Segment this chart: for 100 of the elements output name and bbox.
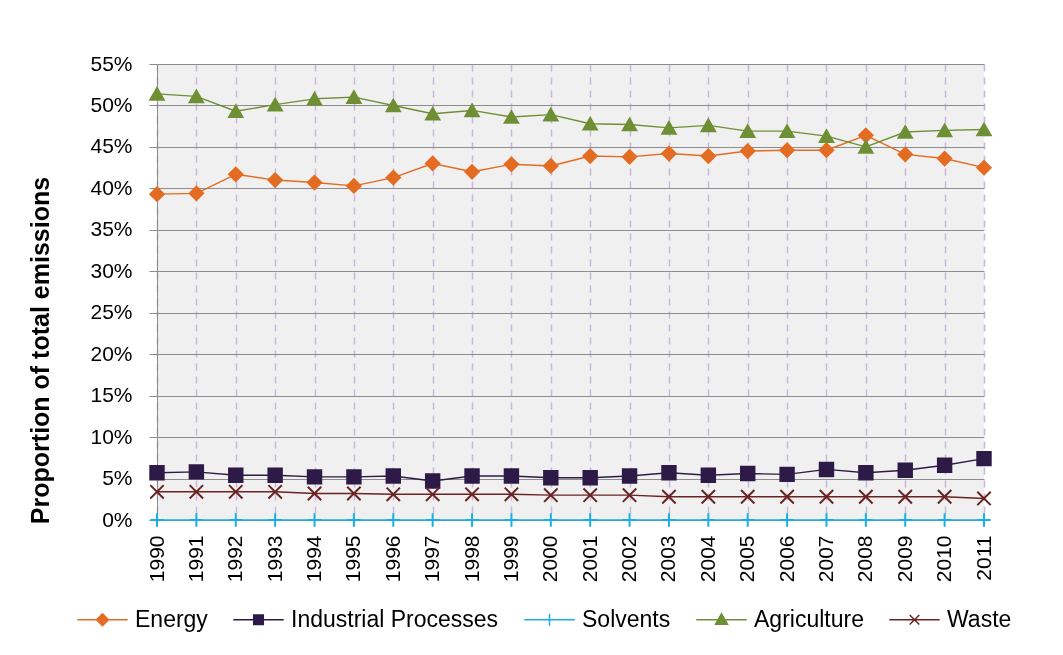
point [897, 462, 913, 478]
point [424, 486, 441, 503]
point [740, 465, 756, 482]
point [897, 125, 913, 139]
point [582, 512, 598, 528]
point [897, 512, 913, 528]
y-tick-label: 15% [90, 383, 133, 407]
legend-label: Waste [947, 605, 1012, 632]
point [149, 87, 165, 101]
point [818, 142, 835, 158]
point [976, 490, 992, 507]
point [858, 465, 874, 481]
point [385, 468, 401, 484]
y-tick-label: 35% [90, 217, 133, 241]
x-tick-label: 1995 [341, 535, 365, 583]
legend-label: Energy [135, 605, 209, 632]
point [779, 124, 795, 138]
point [582, 116, 598, 131]
point [346, 178, 362, 194]
x-tick-label: 1992 [223, 535, 247, 583]
point [779, 512, 795, 528]
point [700, 118, 717, 133]
point [543, 158, 559, 174]
point [188, 185, 205, 202]
x-tick-label: 2008 [853, 535, 877, 583]
point [228, 166, 244, 182]
point [503, 156, 520, 173]
y-tick-label: 10% [90, 424, 133, 448]
point [149, 484, 165, 500]
point [936, 150, 953, 167]
point [385, 512, 401, 528]
point [543, 470, 559, 486]
x-tick-label: 2009 [892, 535, 916, 583]
x-tick-label: 2007 [813, 535, 837, 583]
x-tick-label: 2004 [695, 535, 719, 583]
point [582, 148, 598, 164]
point [188, 512, 205, 528]
y-tick-label: 30% [90, 258, 133, 282]
point [976, 450, 992, 467]
point [740, 489, 756, 505]
point [306, 174, 323, 191]
point [661, 465, 677, 481]
y-tick-label: 45% [90, 134, 133, 158]
point [228, 467, 244, 483]
x-tick-label: 2006 [774, 535, 798, 583]
point [779, 142, 795, 158]
point [582, 470, 598, 486]
point [700, 467, 717, 483]
y-tick-label: 25% [90, 300, 133, 324]
y-tick-label: 5% [102, 466, 133, 490]
point [464, 512, 480, 528]
point [582, 487, 598, 503]
y-tick-label: 0% [102, 507, 133, 531]
x-tick-label: 2002 [617, 535, 641, 583]
point [543, 512, 559, 528]
point [503, 110, 520, 124]
point [700, 148, 717, 164]
x-tick-label: 2001 [577, 535, 601, 583]
point [464, 164, 480, 180]
point [503, 512, 520, 528]
x-tick-label: 1998 [459, 535, 483, 583]
legend-label: Industrial Processes [291, 605, 499, 632]
y-axis-title: Proportion of total emissions [25, 176, 54, 525]
point [661, 145, 677, 162]
point [936, 457, 953, 473]
point [267, 467, 283, 483]
point [976, 122, 992, 137]
x-tick-label: 1996 [380, 535, 404, 583]
point [228, 512, 244, 528]
point [267, 512, 283, 528]
x-tick-label: 1993 [262, 535, 286, 583]
point [464, 468, 480, 484]
point [858, 140, 874, 154]
point [306, 512, 323, 528]
point [818, 461, 835, 478]
point [936, 512, 953, 528]
point [818, 512, 835, 528]
point [779, 489, 795, 505]
point [188, 89, 205, 104]
point [503, 468, 520, 484]
x-tick-label: 1997 [420, 535, 444, 583]
point [858, 127, 874, 144]
x-tick-label: 1999 [498, 535, 522, 583]
y-tick-label: 20% [90, 341, 133, 365]
point [621, 149, 638, 165]
point [740, 143, 756, 159]
point [385, 98, 401, 113]
point [543, 107, 559, 122]
point [424, 155, 441, 172]
point [543, 487, 559, 503]
x-tick-label: 1991 [183, 535, 207, 583]
point [503, 486, 520, 503]
legend-label: Solvents [582, 605, 671, 632]
point [306, 485, 323, 502]
x-tick-label: 2011 [971, 535, 995, 581]
point [621, 512, 638, 528]
legend-label: Agriculture [754, 605, 864, 632]
y-tick-label: 55% [90, 51, 133, 75]
point [464, 486, 480, 503]
point [661, 121, 677, 135]
